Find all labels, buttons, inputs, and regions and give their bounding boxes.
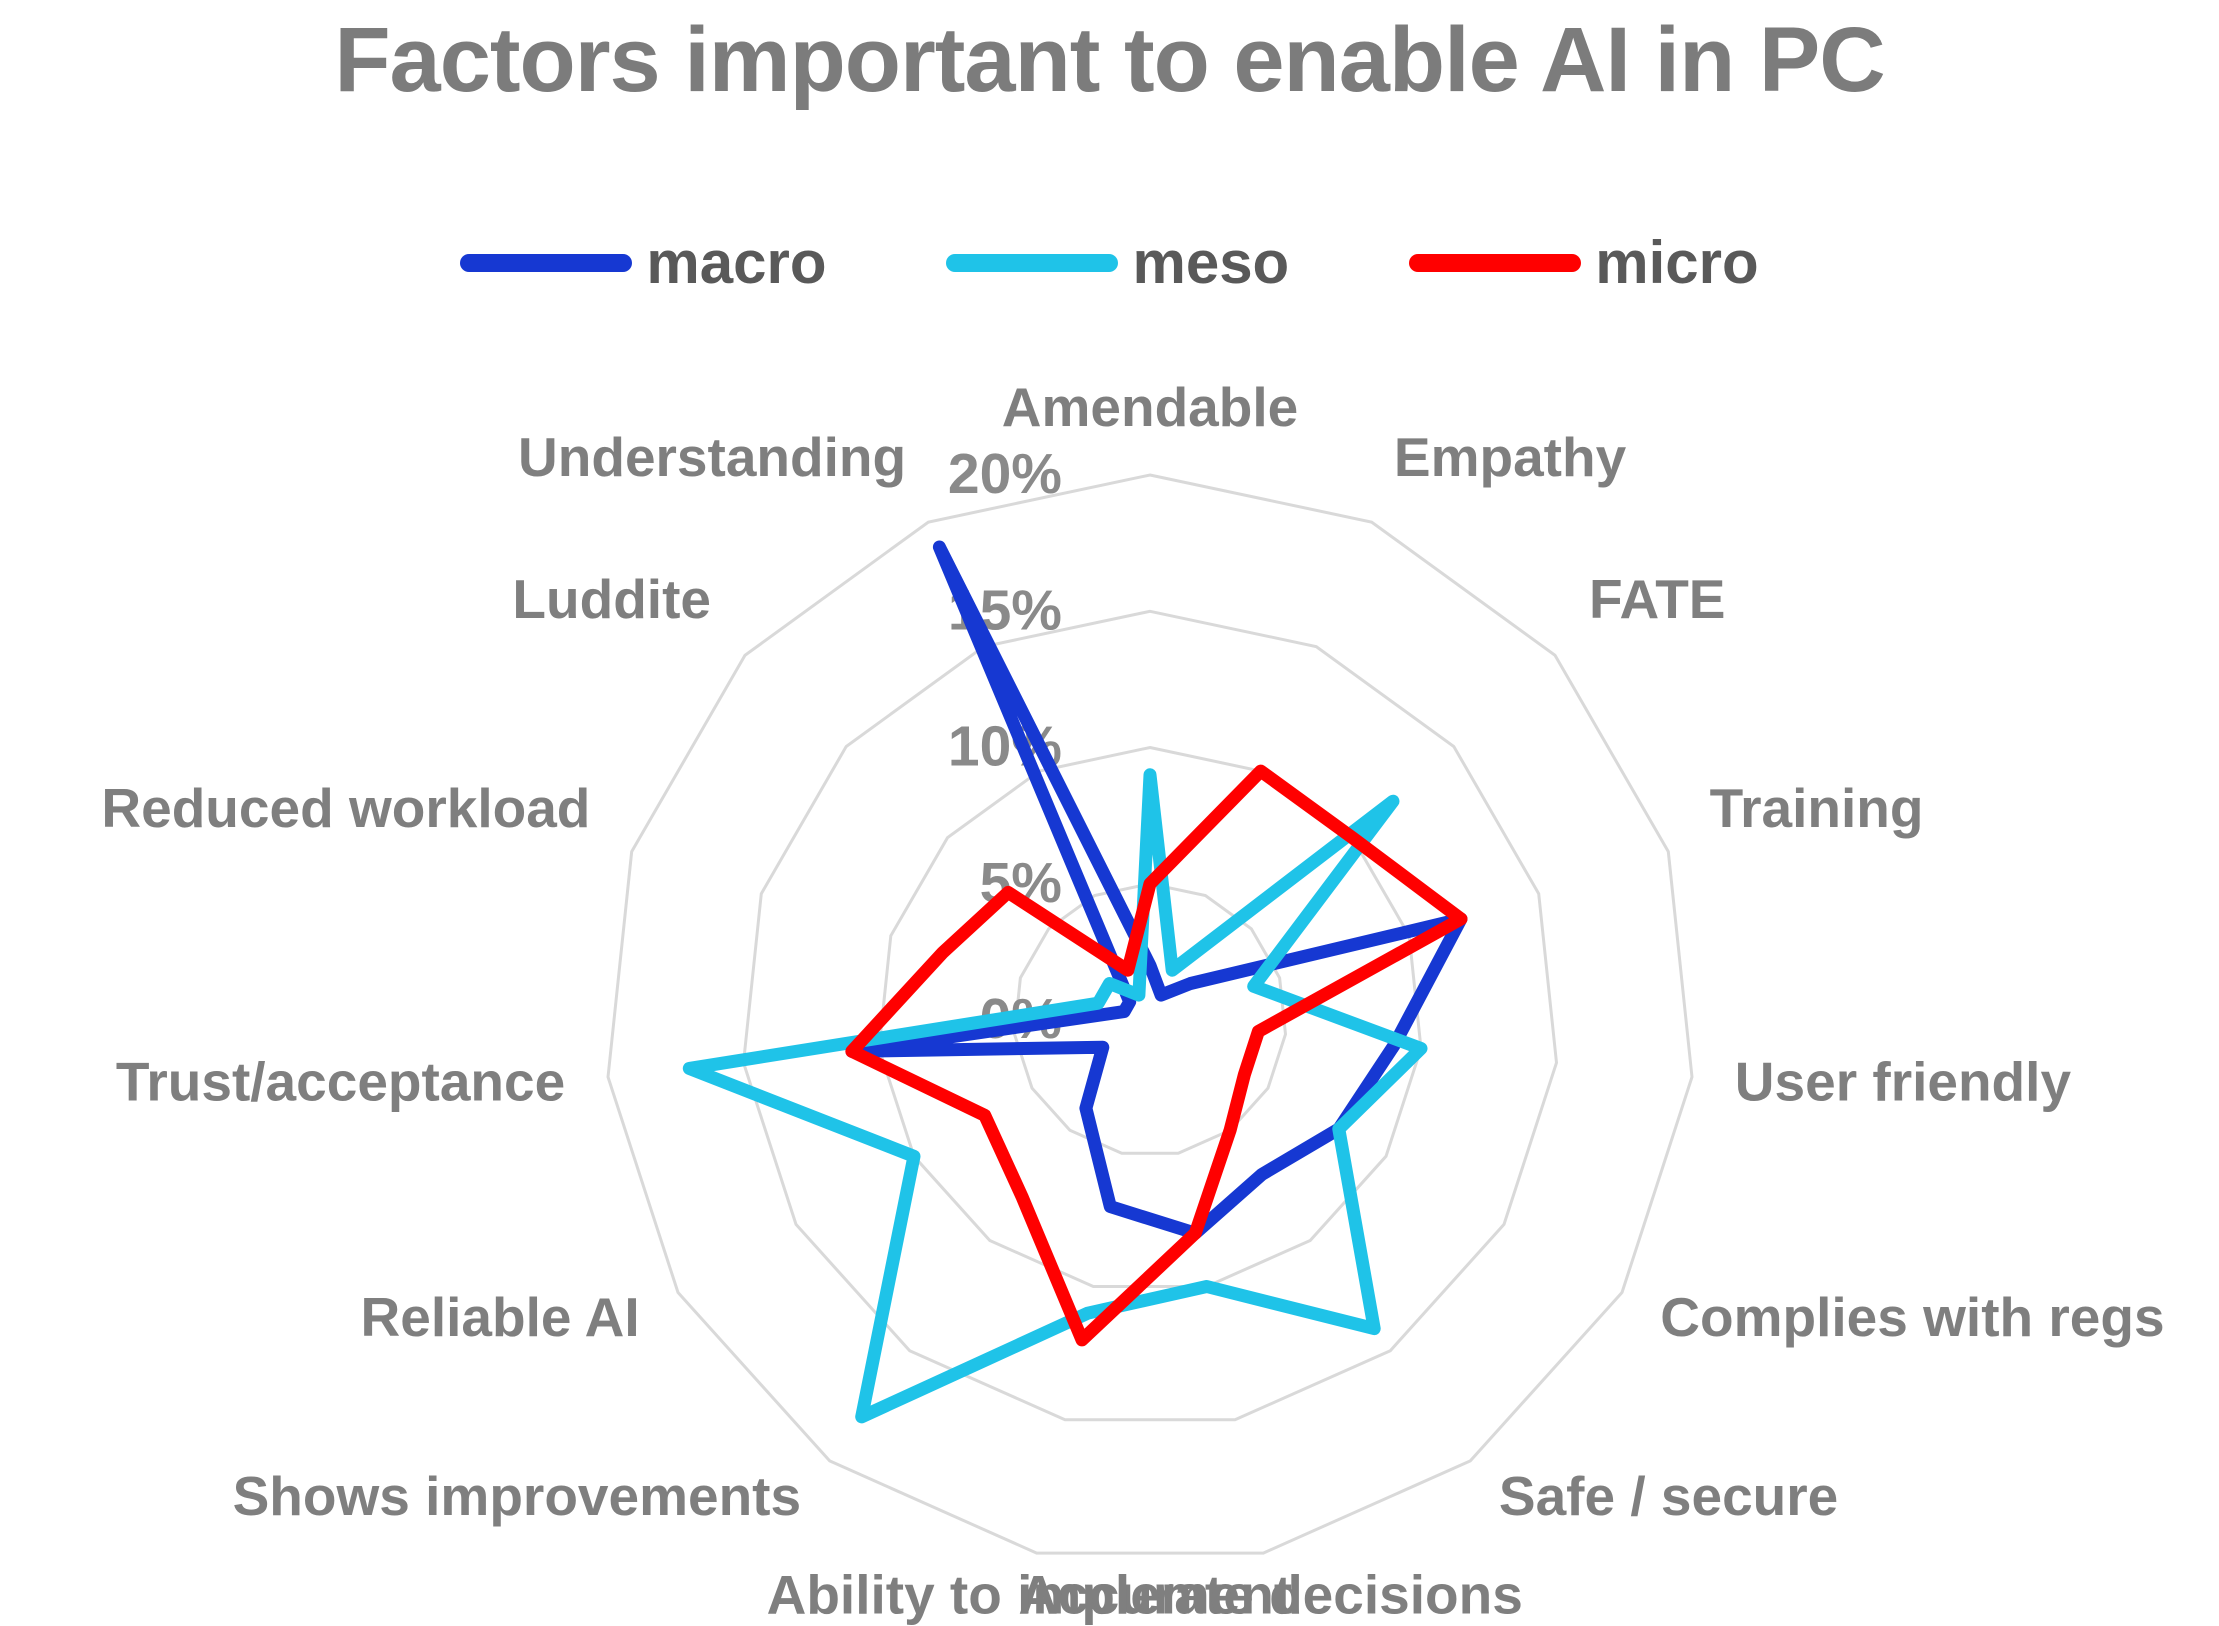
category-label: Trust/acceptance (116, 1051, 565, 1113)
legend-item-meso: meso (946, 228, 1289, 297)
category-label: Complies with regs (1660, 1286, 2164, 1348)
category-label: Empathy (1394, 426, 1627, 488)
meso-series-line (682, 768, 1428, 1424)
macro-legend-swatch (460, 253, 633, 272)
category-label: Ability to implement (767, 1563, 1293, 1625)
legend-item-micro: micro (1409, 228, 1759, 297)
meso-legend-label: meso (1132, 229, 1290, 296)
micro-legend-swatch (1409, 253, 1582, 272)
radial-tick-label: 20% (948, 442, 1062, 506)
micro-series-line (845, 764, 1468, 1347)
meso-legend-swatch (946, 253, 1119, 272)
chart-legend: macro meso micro (0, 228, 2219, 297)
category-label: Safe / secure (1499, 1465, 1838, 1527)
grid-ring (741, 609, 1559, 1422)
category-label: User friendly (1735, 1051, 2072, 1113)
category-label: Reduced workload (101, 777, 590, 839)
category-label: Accurate decisions (1018, 1563, 1522, 1625)
category-label: Luddite (512, 568, 711, 630)
category-label: Reliable AI (361, 1286, 640, 1348)
category-label: Understanding (518, 426, 906, 488)
legend-item-macro: macro (460, 228, 826, 297)
category-label: Amendable (1002, 376, 1298, 438)
chart-title: Factors important to enable AI in PC (334, 9, 1885, 111)
macro-series-line (845, 540, 1468, 1240)
grid-ring (606, 473, 1694, 1555)
grid-ring (1012, 882, 1288, 1155)
category-label: FATE (1589, 568, 1725, 630)
category-label: Training (1710, 777, 1924, 839)
category-label: Shows improvements (233, 1465, 801, 1527)
macro-legend-label: macro (646, 229, 827, 296)
grid-ring (877, 745, 1423, 1288)
micro-legend-label: micro (1595, 229, 1759, 296)
